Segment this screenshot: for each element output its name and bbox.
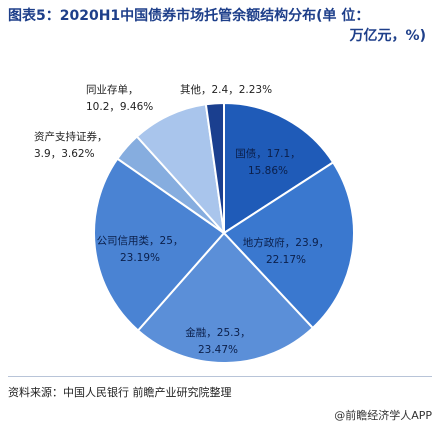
pie-slice-0: [223, 101, 335, 235]
pie-slice-1: [222, 161, 355, 330]
source-note: 资料来源：中国人民银行 前瞻产业研究院整理: [8, 386, 232, 399]
pie-slice-6: [204, 101, 225, 234]
brand-watermark: @前瞻经济学人APP: [334, 409, 432, 422]
chart-title-line2: 万亿元，%): [349, 28, 426, 44]
slice-label-0: 国债，17.1， 15.86%: [235, 147, 300, 177]
slice-label-3: 公司信用类，25， 23.19%: [97, 234, 184, 264]
slice-label-4: 资产支持证券， 3.9，3.62%: [34, 130, 108, 160]
chart-title: 图表5：2020H1中国债券市场托管余额结构分布(单 位： 万亿元，%): [8, 6, 432, 46]
slice-label-6: 其他，2.4，2.23%: [180, 83, 272, 96]
pie-slice-5: [135, 103, 226, 237]
divider: [8, 376, 432, 377]
slice-label-5: 同业存单， 10.2，9.46%: [86, 83, 153, 113]
slice-label-2: 金融，25.3， 23.47%: [185, 326, 250, 356]
slice-label-1: 地方政府，23.9， 22.17%: [243, 236, 329, 266]
pie-slice-3: [93, 157, 226, 332]
chart-title-line1: 图表5：2020H1中国债券市场托管余额结构分布(单 位：: [8, 8, 370, 24]
pie-slice-2: [136, 231, 315, 364]
pie-chart: 国债，17.1， 15.86% 地方政府，23.9， 22.17% 金融，25.3， 23…: [34, 83, 355, 364]
